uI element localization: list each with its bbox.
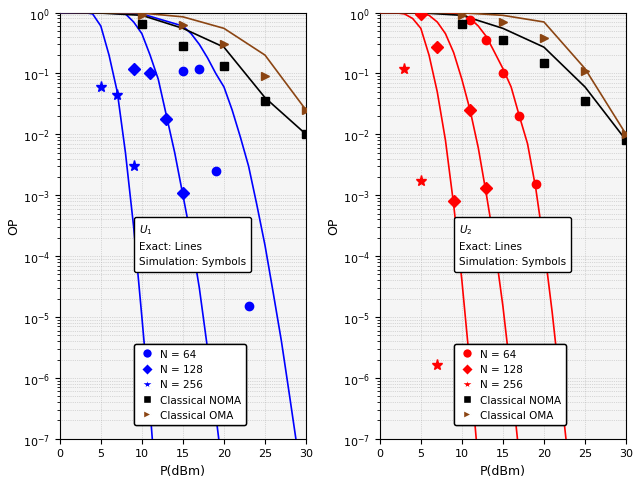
- Y-axis label: OP: OP: [327, 217, 340, 235]
- Legend: N = 64, N = 128, N = 256, Classical NOMA, Classical OMA: N = 64, N = 128, N = 256, Classical NOMA…: [134, 344, 246, 425]
- X-axis label: P(dBm): P(dBm): [160, 464, 206, 477]
- X-axis label: P(dBm): P(dBm): [480, 464, 526, 477]
- Y-axis label: OP: OP: [7, 217, 20, 235]
- Legend: N = 64, N = 128, N = 256, Classical NOMA, Classical OMA: N = 64, N = 128, N = 256, Classical NOMA…: [454, 344, 566, 425]
